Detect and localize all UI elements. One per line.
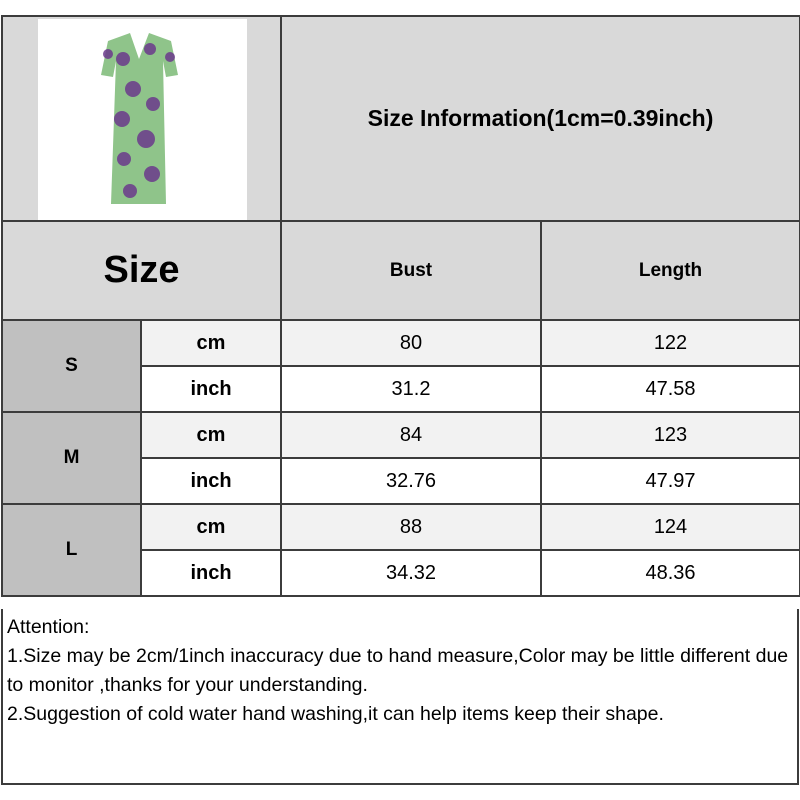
table-row: inch 34.32 48.36 <box>2 549 800 597</box>
unit-label: cm <box>140 319 282 367</box>
size-header: Size <box>1 220 282 321</box>
column-header-bust: Bust <box>280 220 542 321</box>
table-row: inch 31.2 47.58 <box>2 365 800 413</box>
length-value: 122 <box>539 319 800 367</box>
notes-heading: Attention: <box>7 616 90 638</box>
unit-label: inch <box>140 457 282 505</box>
length-value: 47.58 <box>539 365 800 413</box>
chart-title: Size Information(1cm=0.39inch) <box>279 15 800 222</box>
unit-label: inch <box>140 549 282 597</box>
bust-value: 32.76 <box>280 457 542 505</box>
bust-value: 88 <box>280 503 542 551</box>
size-label: S <box>1 319 142 413</box>
bust-value: 34.32 <box>280 549 542 597</box>
note-line: 1.Size may be 2cm/1inch inaccuracy due t… <box>7 645 794 696</box>
unit-label: cm <box>140 411 282 459</box>
unit-label: cm <box>140 503 282 551</box>
bust-value: 84 <box>280 411 542 459</box>
length-value: 123 <box>539 411 800 459</box>
attention-notes: Attention: 1.Size may be 2cm/1inch inacc… <box>1 609 799 785</box>
length-value: 48.36 <box>539 549 800 597</box>
product-image-cell <box>1 15 282 222</box>
size-chart-table: Size Information(1cm=0.39inch) Size Bust… <box>1 15 800 597</box>
bust-value: 80 <box>280 319 542 367</box>
unit-label: inch <box>140 365 282 413</box>
bust-value: 31.2 <box>280 365 542 413</box>
length-value: 47.97 <box>539 457 800 505</box>
size-label: M <box>1 411 142 505</box>
table-row: L cm 88 124 <box>1 503 800 597</box>
table-row: inch 32.76 47.97 <box>2 457 800 505</box>
size-label: L <box>1 503 142 597</box>
length-value: 124 <box>539 503 800 551</box>
column-header-length: Length <box>539 220 800 321</box>
dress-photo <box>38 19 247 220</box>
note-line: 2.Suggestion of cold water hand washing,… <box>7 703 664 725</box>
table-row: S cm 80 122 <box>1 319 800 413</box>
table-row: M cm 84 123 <box>1 411 800 505</box>
